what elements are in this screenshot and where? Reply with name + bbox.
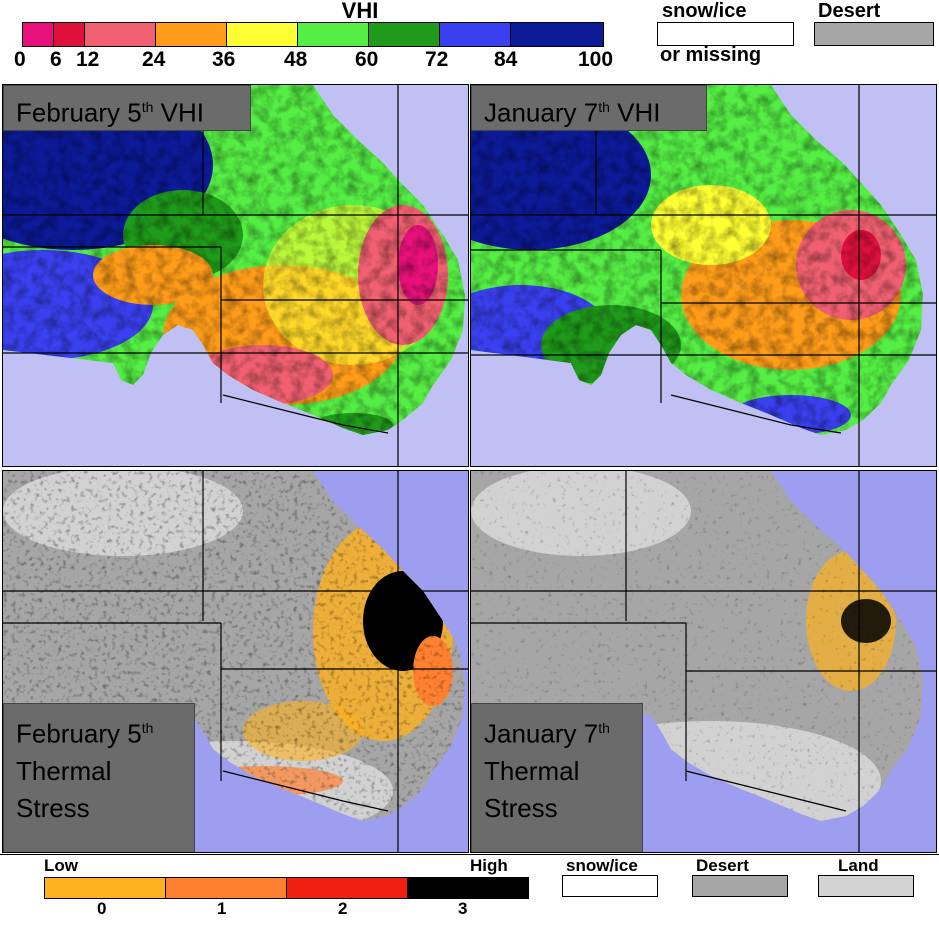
vhi-tick-72: 72 [425, 48, 449, 71]
vhi-swatch-84-100 [511, 23, 603, 46]
snow-ice-label: snow/ice [662, 0, 747, 22]
vhi-swatch-72-84 [440, 23, 511, 46]
map-panel-feb-thermal: February 5th Thermal Stress [2, 470, 469, 853]
label-feb-vhi-main: February 5 [16, 97, 142, 128]
label-feb-vhi: February 5th VHI [3, 85, 251, 131]
jan-thermal-map [471, 471, 936, 852]
vhi-legend-title: VHI [341, 0, 379, 23]
vhi-swatch-36-48 [227, 23, 298, 46]
thermal-tick-2: 2 [338, 899, 348, 918]
vhi-tick-24: 24 [142, 48, 166, 71]
label-jan-thermal-sup: th [598, 720, 610, 736]
bottom-land-label: Land [838, 856, 879, 875]
thermal-swatch-3 [408, 878, 528, 898]
vhi-swatch-12-24 [85, 23, 156, 46]
label-jan-thermal-line3: Stress [484, 792, 558, 823]
bottom-snow-ice-swatch [562, 875, 658, 897]
bottom-land-swatch [818, 875, 914, 897]
label-jan-thermal-line2: Thermal [484, 755, 580, 786]
snow-ice-swatch [657, 22, 794, 46]
vhi-swatch-60-72 [369, 23, 440, 46]
bottom-desert-swatch [692, 875, 788, 897]
vhi-swatch-48-60 [298, 23, 369, 46]
vhi-tick-12: 12 [76, 48, 100, 71]
label-feb-thermal-line2: Thermal [16, 755, 112, 786]
label-jan-thermal-main: January 7 [484, 718, 599, 749]
vhi-tick-100: 100 [578, 48, 614, 71]
thermal-tick-0: 0 [97, 899, 107, 918]
vhi-tick-48: 48 [284, 48, 308, 71]
vhi-tick-36: 36 [212, 48, 236, 71]
label-feb-thermal-main: February 5 [16, 718, 142, 749]
vhi-tick-84: 84 [494, 48, 518, 71]
map-grid: February 5th VHI [0, 84, 939, 854]
jan-vhi-map [471, 85, 936, 466]
vhi-color-bar [22, 22, 604, 47]
label-jan-vhi-main: January 7 [484, 97, 599, 128]
thermal-high-label: High [470, 856, 508, 875]
vhi-swatch-6-12 [54, 23, 85, 46]
vhi-tick-60: 60 [355, 48, 379, 71]
feb-thermal-map [3, 471, 468, 852]
bottom-desert-label: Desert [696, 856, 749, 875]
vhi-swatch-24-36 [156, 23, 227, 46]
label-jan-vhi-rest: VHI [609, 97, 661, 128]
label-feb-thermal-sup: th [141, 720, 154, 736]
feb-vhi-map [3, 85, 468, 466]
label-jan-vhi-sup: th [598, 99, 610, 115]
label-jan-thermal: January 7th Thermal Stress [471, 703, 643, 852]
vhi-tick-6: 6 [50, 48, 62, 71]
thermal-color-bar [44, 877, 529, 899]
thermal-legend: Low High 0 1 2 3 snow/ice Desert Land [0, 854, 939, 925]
map-panel-feb-vhi: February 5th VHI [2, 84, 469, 467]
thermal-swatch-1 [166, 878, 287, 898]
bottom-snow-ice-label: snow/ice [566, 856, 638, 875]
label-feb-thermal: February 5th Thermal Stress [3, 703, 195, 852]
thermal-tick-3: 3 [458, 899, 468, 918]
label-jan-thermal-line1: January 7th [484, 710, 630, 753]
desert-label: Desert [818, 0, 881, 22]
or-missing-label: or missing [660, 44, 762, 66]
label-feb-thermal-line3: Stress [16, 792, 90, 823]
desert-swatch [814, 22, 934, 46]
thermal-tick-1: 1 [217, 899, 227, 918]
vhi-swatch-0-6 [23, 23, 54, 46]
label-jan-vhi: January 7th VHI [471, 85, 707, 131]
label-feb-thermal-line1: February 5th [16, 710, 182, 753]
thermal-swatch-2 [287, 878, 408, 898]
thermal-low-label: Low [44, 856, 78, 875]
label-feb-vhi-sup: th [141, 99, 154, 115]
map-panel-jan-thermal: January 7th Thermal Stress [470, 470, 937, 853]
thermal-swatch-0 [45, 878, 166, 898]
vhi-legend: VHI 0 6 12 24 36 48 60 72 84 100 snow/ic… [0, 0, 939, 84]
map-panel-jan-vhi: January 7th VHI [470, 84, 937, 467]
label-feb-vhi-rest: VHI [153, 97, 204, 128]
vhi-tick-0: 0 [14, 48, 26, 71]
